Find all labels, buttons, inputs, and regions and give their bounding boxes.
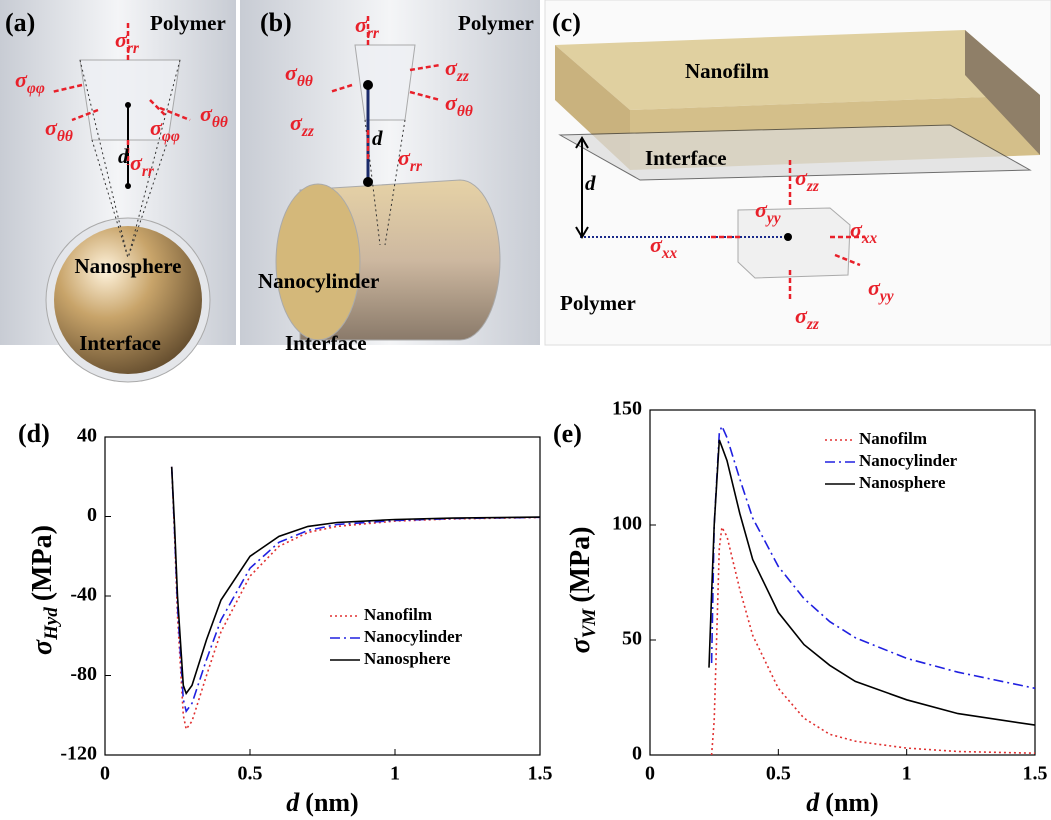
x-tick-label: 1 <box>902 763 912 785</box>
legend-label: Nanofilm <box>859 429 927 448</box>
x-tick-label: 0 <box>100 763 110 785</box>
distance-label: d <box>372 126 383 150</box>
y-tick-label: 0 <box>632 743 642 765</box>
distance-label: d <box>585 171 596 195</box>
panel-label: (a) <box>5 8 35 37</box>
series-line <box>712 527 1035 755</box>
interface-label: Interface <box>645 146 727 170</box>
x-axis-label: d(nm) <box>806 788 878 817</box>
unit: (nm) <box>305 788 358 817</box>
subscript: θθ <box>57 128 73 145</box>
x-tick-label: 1.5 <box>528 763 553 785</box>
subscript: φφ <box>27 80 45 97</box>
subscript: yy <box>765 210 781 227</box>
symbol: d <box>806 788 820 817</box>
subscript: θθ <box>297 73 313 90</box>
y-axis-label: σHyd (MPa) <box>27 525 62 655</box>
legend-label: Nanofilm <box>364 605 432 624</box>
legend-label: Nanocylinder <box>859 451 958 470</box>
subscript: yy <box>878 288 894 305</box>
subscript: VM <box>579 608 600 639</box>
y-tick-label: 0 <box>87 504 97 526</box>
unit: (nm) <box>825 788 878 817</box>
symbol: σ <box>565 637 596 653</box>
y-axis-label: σVM (MPa) <box>565 527 600 654</box>
subscript: zz <box>456 68 469 85</box>
x-axis-label: d(nm) <box>286 788 358 817</box>
y-tick-label: 40 <box>77 425 97 447</box>
x-tick-label: 1 <box>390 763 400 785</box>
particle-label: Nanocylinder <box>258 269 379 293</box>
x-tick-label: 1.5 <box>1023 763 1048 785</box>
subscript: zz <box>301 123 314 140</box>
subscript: rr <box>127 40 140 57</box>
y-tick-label: 150 <box>612 398 642 420</box>
diagram-shapes <box>0 0 1051 382</box>
x-tick-label: 0.5 <box>238 763 263 785</box>
x-tick-label: 0 <box>645 763 655 785</box>
panel-label: (e) <box>553 419 582 448</box>
unit: (MPa) <box>27 525 58 601</box>
panel-label: (d) <box>18 419 50 448</box>
series-line <box>172 467 540 729</box>
panel-label: (b) <box>260 8 292 37</box>
subscript: rr <box>410 158 423 175</box>
subscript: θθ <box>457 103 473 120</box>
y-tick-label: -120 <box>60 743 97 765</box>
interface-label: Interface <box>79 331 161 355</box>
interface-label: Interface <box>285 331 367 355</box>
subscript: rr <box>367 25 380 42</box>
subscript: xx <box>661 245 678 262</box>
subscript: θθ <box>212 114 228 131</box>
subscript: xx <box>861 230 878 247</box>
subscript: Hyd <box>41 607 62 641</box>
series-line <box>172 467 540 712</box>
axes-box <box>650 410 1035 755</box>
y-tick-label: -80 <box>70 663 97 685</box>
y-tick-label: 100 <box>612 513 642 535</box>
y-tick-label: 50 <box>622 628 642 650</box>
legend-label: Nanocylinder <box>364 627 463 646</box>
symbol: σ <box>27 639 58 655</box>
medium-label: Polymer <box>150 11 226 35</box>
subscript: rr <box>142 163 155 180</box>
particle-label: Nanosphere <box>75 254 182 278</box>
legend-label: Nanosphere <box>364 649 451 668</box>
symbol: d <box>286 788 300 817</box>
y-tick-label: -40 <box>70 584 97 606</box>
legend-label: Nanosphere <box>859 473 946 492</box>
medium-label: Polymer <box>560 291 636 315</box>
unit: (MPa) <box>565 527 596 603</box>
particle-label: Nanofilm <box>685 59 770 83</box>
subscript: φφ <box>162 128 180 145</box>
figure: (a)PolymerdNanosphereInterfaceσrrσφφσθθσ… <box>0 0 1051 820</box>
subscript: zz <box>806 178 819 195</box>
x-tick-label: 0.5 <box>766 763 791 785</box>
panel-label: (c) <box>552 8 581 37</box>
axes-box <box>105 437 540 755</box>
medium-label: Polymer <box>458 11 534 35</box>
distance-label: d <box>118 144 129 168</box>
subscript: zz <box>806 316 819 333</box>
